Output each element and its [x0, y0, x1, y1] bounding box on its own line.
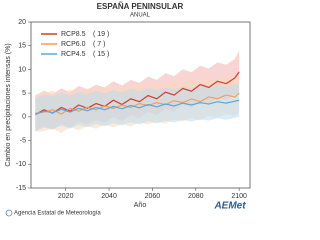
legend-label: RCP6.0: [61, 41, 86, 48]
legend-count: ( 19 ): [93, 31, 109, 38]
y-tick-label: -15: [16, 185, 26, 192]
y-axis-title: Cambio en precipitaciones intensas (%): [5, 43, 12, 166]
x-tick-label: 2040: [101, 193, 117, 200]
y-tick-label: 20: [18, 19, 26, 26]
y-tick-label: 10: [18, 66, 26, 73]
y-tick-label: 0: [22, 114, 26, 121]
legend-label: RCP4.5: [61, 51, 86, 58]
chart-subtitle: ANUAL: [130, 13, 151, 19]
y-tick-label: 5: [22, 90, 26, 97]
footer-agency: Agencia Estatal de Meteorología: [14, 211, 101, 217]
footer-logo: AEMet: [213, 201, 246, 212]
series-line: [35, 71, 240, 116]
series-line: [35, 99, 240, 116]
agency-icon: [5, 209, 13, 217]
series-line: [35, 92, 240, 115]
x-tick-label: 2080: [188, 193, 204, 200]
chart: ESPAÑA PENINSULAR ANUAL Cambio en precip…: [5, 2, 251, 217]
y-tick-label: -10: [16, 161, 26, 168]
x-tick-label: 2100: [231, 193, 247, 200]
x-tick-label: 2020: [58, 193, 74, 200]
legend-count: ( 15 ): [93, 51, 109, 58]
x-axis-title: Año: [134, 202, 147, 209]
y-tick-label: 15: [18, 43, 26, 50]
legend-label: RCP8.5: [61, 31, 86, 38]
legend-count: ( 7 ): [93, 41, 105, 48]
y-tick-label: -5: [20, 137, 26, 144]
x-tick-label: 2060: [145, 193, 161, 200]
chart-title: ESPAÑA PENINSULAR: [97, 2, 184, 11]
